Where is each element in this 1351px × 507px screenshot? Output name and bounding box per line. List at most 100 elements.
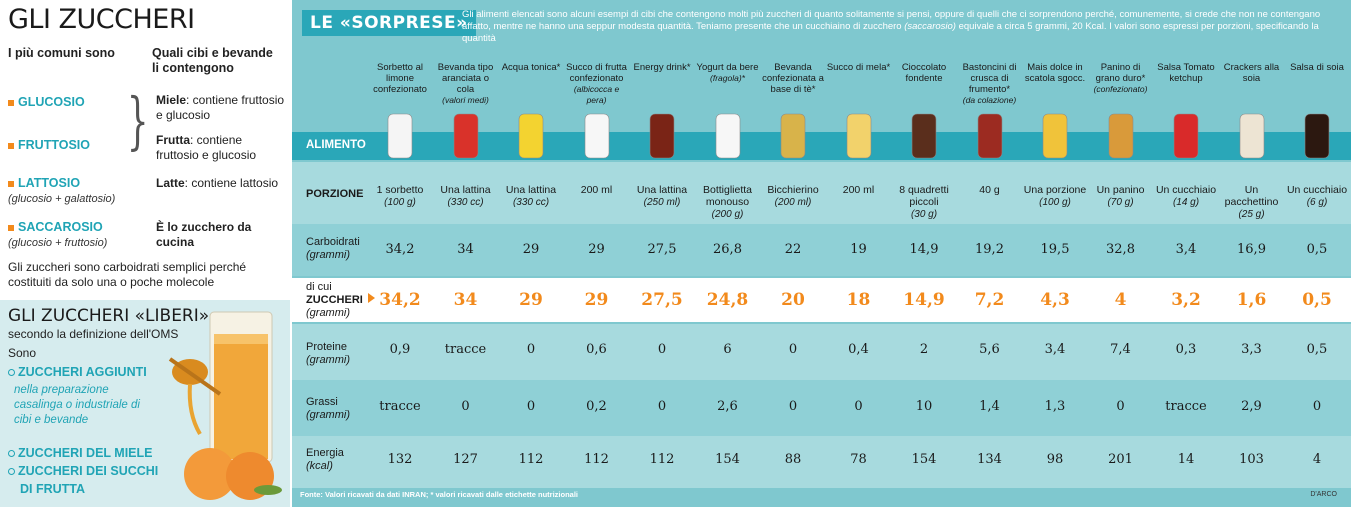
zuccheri-cell: 1,6	[1236, 290, 1267, 310]
label-alimento: ALIMENTO	[306, 139, 366, 151]
free-sugars-section: GLI ZUCCHERI «LIBERI» secondo la definiz…	[0, 300, 290, 507]
food-name: Salsa di soia	[1290, 62, 1344, 73]
source-latte: Latte: contiene lattosio	[156, 176, 279, 190]
left-title: GLI ZUCCHERI	[8, 4, 195, 35]
energia-cell: 134	[977, 452, 1002, 467]
food-column: Mais dolce in scatola sgocc. Una porzione…	[1023, 0, 1087, 507]
proteine-cell: 5,6	[979, 342, 1000, 357]
credit: D'ARCO	[1310, 491, 1337, 498]
food-column: Yogurt da bere (fragola)* Bottiglietta mon…	[696, 0, 760, 507]
portion-cell: Bicchierino (200 ml)	[767, 184, 819, 208]
food-column: Sorbetto al limone confezionato 1 sorbett…	[368, 0, 432, 507]
energia-cell: 78	[850, 452, 867, 467]
grassi-cell: 1,3	[1044, 399, 1066, 414]
grassi-cell: 0	[788, 399, 798, 414]
row-carbo	[292, 224, 1351, 276]
portion-cell: Un cucchiaio (6 g)	[1286, 184, 1348, 208]
proteine-cell: 3,4	[1044, 342, 1066, 357]
food-column: Energy drink* Una lattina (250 ml) 27,5 27,5…	[630, 0, 694, 507]
intro-text: Gli alimenti elencati sono alcuni esempi…	[462, 9, 1321, 44]
proteine-cell: 0	[657, 342, 667, 357]
food-column: Crackers alla soia Un pacchettino (25 g) 16…	[1220, 0, 1284, 507]
column-heading-common: I più comuni sono	[8, 46, 115, 60]
energia-cell: 14	[1177, 452, 1195, 467]
energia-cell: 98	[1046, 452, 1064, 467]
food-column: Succo di mela* 200 ml 19 18 0,4 0 78	[827, 0, 891, 507]
food-name: Energy drink*	[633, 62, 691, 73]
food-column: Succo di frutta confezionato (albicocca e…	[565, 0, 629, 507]
food-name: Panino di grano duro* (confezionato)	[1093, 62, 1148, 94]
carbo-cell: 34,2	[385, 242, 415, 257]
bullet-square-icon	[8, 99, 14, 106]
food-name: Cioccolato fondente	[901, 62, 947, 84]
row-porzione	[292, 162, 1351, 224]
grassi-cell: tracce	[1165, 399, 1207, 414]
zuccheri-cell: 0,5	[1302, 290, 1332, 310]
carbo-cell: 29	[588, 242, 605, 257]
energia-cell: 112	[518, 452, 544, 467]
zuccheri-cell: 29	[519, 290, 543, 310]
sorbet-bottle-icon	[387, 113, 413, 159]
energia-cell: 103	[1239, 452, 1264, 467]
proteine-cell: 0,3	[1175, 342, 1197, 357]
label-proteine: Proteine (grammi)	[306, 341, 350, 366]
brace-icon: }	[126, 84, 149, 157]
proteine-cell: 0	[788, 342, 798, 357]
label-energia: Energia (kcal)	[306, 447, 344, 472]
grassi-cell: tracce	[379, 399, 421, 414]
food-column: Cioccolato fondente 8 quadretti piccoli (3…	[892, 0, 956, 507]
free-sugars-subtitle: secondo la definizione dell'OMS	[8, 327, 179, 341]
grassi-cell: 0	[526, 399, 536, 414]
portion-cell: 40 g	[979, 184, 1000, 196]
zuccheri-cell: 34	[453, 290, 478, 310]
carbo-cell: 19,2	[975, 242, 1004, 257]
portion-cell: Una lattina (330 cc)	[505, 184, 557, 208]
free-sugar-honey: ZUCCHERI DEL MIELE	[8, 446, 153, 460]
sugars-note: Gli zuccheri sono carboidrati semplici p…	[8, 260, 247, 289]
bullet-circle-icon	[8, 450, 15, 458]
chocolate-icon	[911, 113, 937, 159]
zuccheri-cell: 24,8	[706, 290, 749, 310]
bread-roll-icon	[1108, 113, 1133, 159]
zuccheri-cell: 27,5	[641, 290, 683, 310]
row-energia	[292, 436, 1351, 488]
soda-can-icon	[453, 113, 478, 159]
food-name: Bevanda tipo aranciata o cola (valori med…	[437, 62, 494, 105]
portion-cell: Un pacchettino (25 g)	[1224, 184, 1279, 220]
carbo-cell: 19,5	[1040, 242, 1070, 257]
row-grassi	[292, 380, 1351, 436]
carbo-cell: 14,9	[909, 242, 939, 257]
portion-cell: 200 ml	[580, 184, 613, 196]
grassi-cell: 0,2	[586, 399, 607, 414]
portion-cell: Una lattina (250 ml)	[636, 184, 688, 208]
free-sugar-added-desc: nella preparazione casalinga o industria…	[14, 384, 140, 426]
bullet-circle-icon	[8, 369, 15, 377]
proteine-cell: 0	[526, 342, 536, 357]
portion-cell: 1 sorbetto (100 g)	[376, 184, 424, 208]
free-sugars-sono: Sono	[8, 346, 37, 360]
grassi-cell: 0	[854, 399, 863, 414]
bullet-square-icon	[8, 224, 14, 231]
carbo-cell: 22	[784, 242, 802, 257]
zuccheri-cell: 4,3	[1040, 290, 1070, 310]
food-name: Succo di mela*	[826, 62, 891, 73]
bullet-circle-icon	[8, 468, 15, 476]
tea-cup-icon	[780, 113, 806, 159]
free-sugar-juice: ZUCCHERI DEI SUCCHI	[8, 464, 158, 478]
row-zuccheri	[292, 278, 1351, 322]
zuccheri-cell: 20	[781, 290, 805, 310]
right-title: LE «SORPRESE»	[302, 10, 476, 36]
portion-cell: Un panino (70 g)	[1096, 184, 1145, 208]
portion-cell: 200 ml	[842, 184, 875, 196]
bran-cereal-icon	[977, 113, 1002, 159]
food-name: Bastoncini di crusca di frumento* (da col…	[962, 62, 1017, 105]
proteine-cell: 0,9	[389, 342, 411, 357]
sugar-saccarosio-sub: (glucosio + fruttosio)	[8, 237, 108, 249]
energia-cell: 112	[649, 452, 675, 467]
sugar-lattosio-sub: (glucosio + galattosio)	[8, 193, 116, 205]
carbo-cell: 26,8	[713, 242, 742, 257]
portion-cell: Una porzione (100 g)	[1023, 184, 1087, 208]
grassi-cell: 1,4	[979, 399, 1000, 414]
food-name: Bevanda confezionata a base di tè*	[762, 62, 824, 95]
sugar-saccarosio: SACCAROSIO	[8, 220, 103, 234]
